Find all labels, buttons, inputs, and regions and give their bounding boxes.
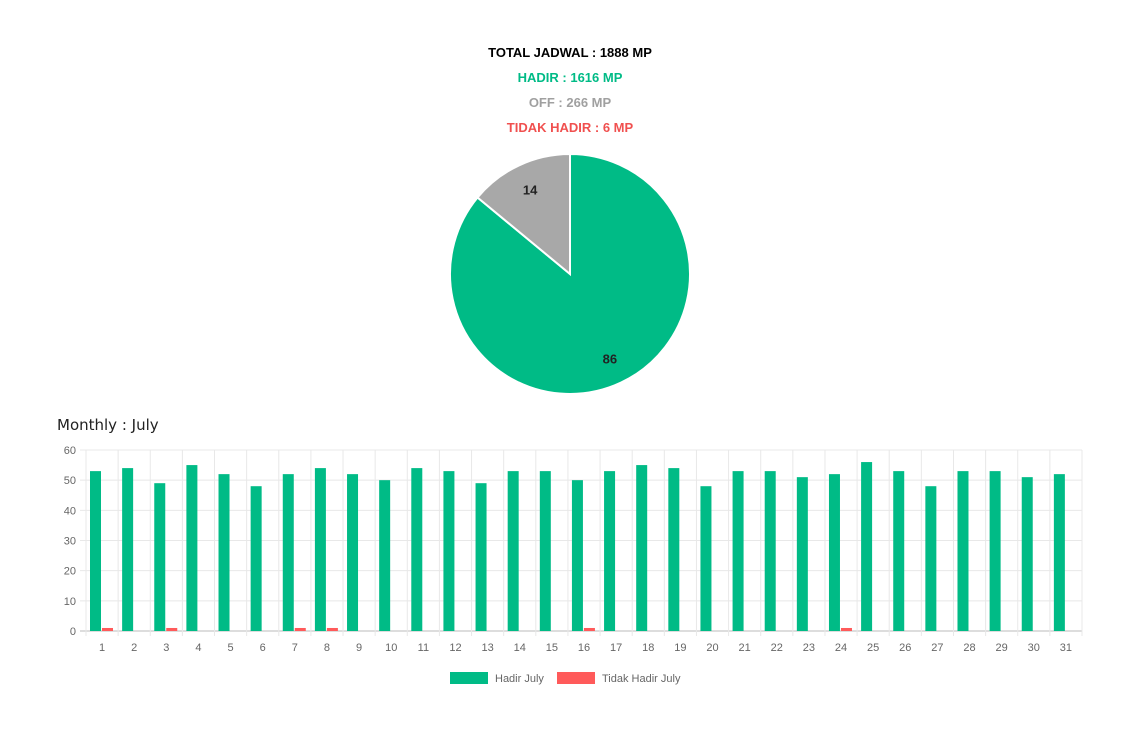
bar-hadir-6[interactable] <box>250 486 262 631</box>
x-tick-label: 22 <box>771 642 783 654</box>
x-tick-label: 16 <box>578 642 590 654</box>
bar-tidak-hadir-24[interactable] <box>840 627 852 631</box>
bar-hadir-31[interactable] <box>1053 474 1065 631</box>
x-tick-label: 30 <box>1028 642 1040 654</box>
bar-hadir-18[interactable] <box>636 465 648 631</box>
x-tick-label: 13 <box>481 642 493 654</box>
bar-hadir-29[interactable] <box>989 471 1001 631</box>
x-tick-label: 29 <box>996 642 1008 654</box>
legend-label-1[interactable]: Tidak Hadir July <box>602 673 681 685</box>
bar-hadir-20[interactable] <box>700 486 712 631</box>
bar-hadir-1[interactable] <box>90 471 101 631</box>
x-tick-label: 1 <box>99 642 105 654</box>
bar-hadir-12[interactable] <box>443 471 455 631</box>
legend-label-0[interactable]: Hadir July <box>495 673 544 685</box>
attendance-pie-chart: 86 14 <box>449 152 691 395</box>
monthly-chart-title: Monthly : July <box>57 416 159 434</box>
bar-hadir-17[interactable] <box>604 471 616 631</box>
bar-hadir-3[interactable] <box>154 483 166 631</box>
y-tick-label: 10 <box>64 596 76 608</box>
bar-hadir-27[interactable] <box>925 486 937 631</box>
bar-hadir-19[interactable] <box>668 468 680 631</box>
attendance-summary: TOTAL JADWAL : 1888 MP HADIR : 1616 MP O… <box>0 44 1140 144</box>
off-label: OFF : 266 MP <box>528 95 612 110</box>
bar-hadir-26[interactable] <box>893 471 905 631</box>
bar-hadir-9[interactable] <box>347 474 359 631</box>
x-tick-label: 9 <box>356 642 362 654</box>
bar-hadir-25[interactable] <box>861 462 873 631</box>
bar-hadir-21[interactable] <box>732 471 744 631</box>
y-tick-label: 40 <box>64 505 76 517</box>
absent-label: TIDAK HADIR : 6 MP <box>506 120 634 135</box>
x-tick-label: 6 <box>260 642 266 654</box>
bar-hadir-23[interactable] <box>796 477 808 631</box>
legend-swatch-0[interactable] <box>450 672 488 684</box>
y-tick-label: 50 <box>64 475 76 487</box>
legend-swatch-1[interactable] <box>557 672 595 684</box>
x-tick-label: 14 <box>514 642 526 654</box>
x-tick-label: 15 <box>546 642 558 654</box>
bar-hadir-11[interactable] <box>411 468 423 631</box>
x-tick-label: 7 <box>292 642 298 654</box>
bar-hadir-8[interactable] <box>314 468 326 631</box>
x-tick-label: 11 <box>418 642 429 654</box>
x-tick-label: 3 <box>163 642 169 654</box>
pie-slice-label-1: 14 <box>523 182 538 197</box>
x-tick-label: 23 <box>803 642 815 654</box>
x-tick-label: 26 <box>899 642 911 654</box>
x-tick-label: 8 <box>324 642 330 654</box>
x-tick-label: 27 <box>931 642 943 654</box>
bar-hadir-22[interactable] <box>764 471 776 631</box>
bar-hadir-15[interactable] <box>539 471 551 631</box>
bar-hadir-2[interactable] <box>122 468 134 631</box>
total-schedule-label: TOTAL JADWAL : 1888 MP <box>488 45 652 60</box>
x-tick-label: 18 <box>642 642 654 654</box>
pie-slice-label-0: 86 <box>603 352 617 367</box>
x-tick-label: 10 <box>385 642 397 654</box>
bar-hadir-16[interactable] <box>571 480 583 631</box>
bar-tidak-hadir-3[interactable] <box>166 627 178 631</box>
bar-hadir-13[interactable] <box>475 483 487 631</box>
x-tick-label: 20 <box>706 642 718 654</box>
x-tick-label: 31 <box>1060 642 1072 654</box>
bar-hadir-7[interactable] <box>282 474 294 631</box>
x-tick-label: 24 <box>835 642 847 654</box>
x-tick-label: 21 <box>739 642 751 654</box>
bar-tidak-hadir-16[interactable] <box>583 627 595 631</box>
bar-hadir-30[interactable] <box>1021 477 1033 631</box>
y-tick-label: 20 <box>64 566 76 578</box>
pie-slice-1[interactable] <box>476 152 571 277</box>
y-tick-label: 60 <box>64 445 76 457</box>
x-tick-label: 12 <box>449 642 461 654</box>
x-tick-label: 17 <box>610 642 622 654</box>
x-tick-label: 19 <box>674 642 686 654</box>
y-tick-label: 30 <box>64 536 76 548</box>
bar-hadir-24[interactable] <box>828 474 840 631</box>
bar-hadir-14[interactable] <box>507 471 519 631</box>
bar-tidak-hadir-7[interactable] <box>294 627 306 631</box>
bar-tidak-hadir-1[interactable] <box>102 627 113 631</box>
bar-tidak-hadir-8[interactable] <box>326 627 338 631</box>
x-tick-label: 25 <box>867 642 879 654</box>
bar-hadir-28[interactable] <box>957 471 969 631</box>
x-tick-label: 28 <box>963 642 975 654</box>
x-tick-label: 2 <box>131 642 137 654</box>
y-tick-label: 0 <box>70 626 76 638</box>
x-tick-label: 5 <box>228 642 234 654</box>
bar-hadir-4[interactable] <box>186 465 198 631</box>
bar-hadir-10[interactable] <box>379 480 391 631</box>
bar-hadir-5[interactable] <box>218 474 230 631</box>
present-label: HADIR : 1616 MP <box>517 70 623 85</box>
x-tick-label: 4 <box>195 642 201 654</box>
